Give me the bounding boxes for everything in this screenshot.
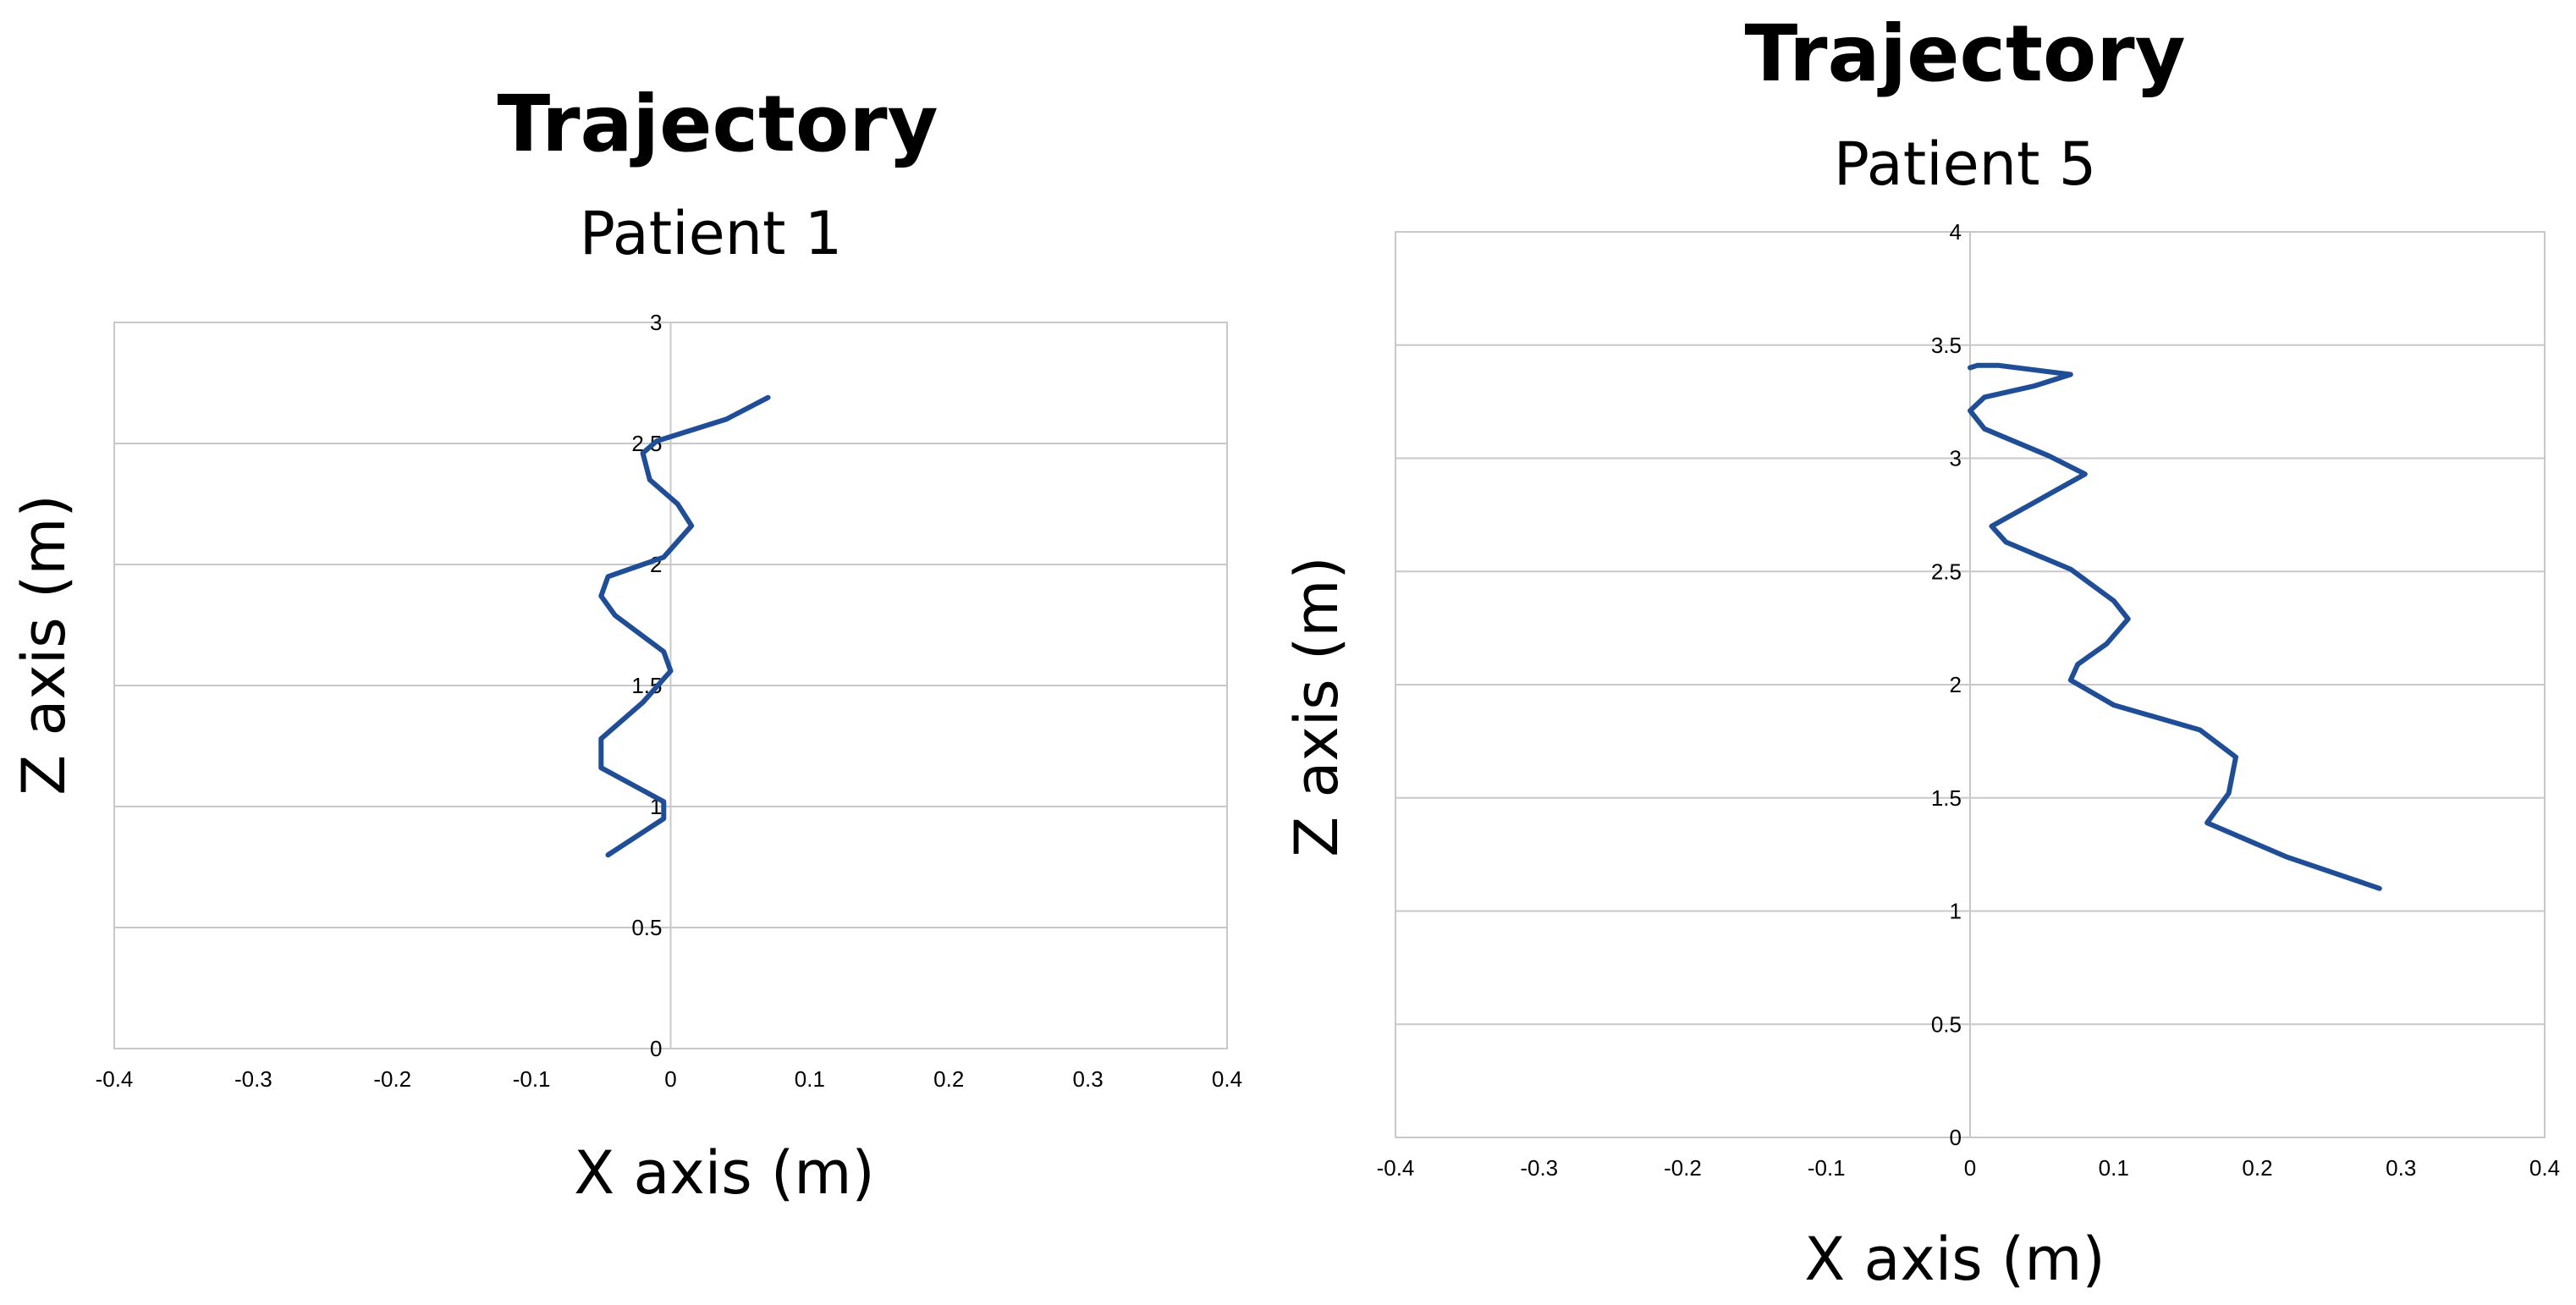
y-axis-title: Z axis (m) bbox=[1282, 556, 1351, 857]
x-tick-labels: -0.4 -0.3 -0.2 -0.1 0 0.1 0.2 0.3 0.4 bbox=[96, 1066, 1242, 1092]
data-series bbox=[1968, 362, 2382, 891]
x-tick-label: 0.2 bbox=[2242, 1155, 2272, 1181]
x-tick-label: 0.2 bbox=[933, 1066, 964, 1092]
y-tick-label: 2.5 bbox=[1931, 559, 1962, 584]
x-tick-label: -0.1 bbox=[513, 1066, 551, 1092]
x-tick-label: 0.1 bbox=[795, 1066, 825, 1092]
chart-title: Trajectory bbox=[497, 79, 938, 169]
x-tick-label: -0.2 bbox=[373, 1066, 411, 1092]
x-tick-label: -0.4 bbox=[1377, 1155, 1415, 1181]
data-series bbox=[598, 394, 771, 858]
x-tick-label: 0.3 bbox=[1073, 1066, 1104, 1092]
x-axis-title: X axis (m) bbox=[574, 1138, 875, 1208]
chart-subtitle: Patient 5 bbox=[1834, 129, 2097, 199]
y-tick-label: 2 bbox=[1950, 672, 1962, 697]
y-tick-label: 3.5 bbox=[1931, 333, 1962, 358]
y-axis-title: Z axis (m) bbox=[9, 494, 79, 796]
x-tick-labels: -0.4 -0.3 -0.2 -0.1 0 0.1 0.2 0.3 0.4 bbox=[1377, 1155, 2560, 1181]
x-axis-title: X axis (m) bbox=[1804, 1225, 2105, 1294]
y-tick-label: 0 bbox=[650, 1036, 662, 1061]
x-tick-label: 0 bbox=[1964, 1155, 1976, 1181]
trajectory-line bbox=[1968, 362, 2382, 891]
chart-patient-1: Trajectory Patient 1 -0.4 -0.3 -0.2 -0.1 0 0.… bbox=[9, 79, 1242, 1208]
chart-title: Trajectory bbox=[1744, 8, 2185, 99]
y-tick-label: 0.5 bbox=[1931, 1011, 1962, 1037]
y-tick-label: 2 bbox=[650, 552, 662, 577]
x-tick-label: -0.1 bbox=[1808, 1155, 1846, 1181]
y-tick-label: 1.5 bbox=[1931, 785, 1962, 811]
y-tick-label: 0 bbox=[1950, 1125, 1962, 1150]
y-tick-label: 3 bbox=[650, 310, 662, 335]
chart-patient-5: Trajectory Patient 5 -0.4 -0.3 -0.2 -0.1 0 0.… bbox=[1282, 8, 2560, 1294]
x-tick-label: -0.3 bbox=[234, 1066, 272, 1092]
y-tick-label: 0.5 bbox=[631, 915, 662, 940]
y-tick-label: 1 bbox=[1950, 899, 1962, 924]
gridlines bbox=[1395, 232, 2545, 1137]
chart-subtitle: Patient 1 bbox=[580, 199, 843, 268]
x-tick-label: 0.4 bbox=[1212, 1066, 1242, 1092]
gridlines bbox=[114, 322, 1227, 1049]
x-tick-label: -0.3 bbox=[1520, 1155, 1558, 1181]
x-tick-label: -0.2 bbox=[1664, 1155, 1702, 1181]
y-tick-label: 3 bbox=[1950, 446, 1962, 471]
x-tick-label: 0.3 bbox=[2386, 1155, 2416, 1181]
x-tick-label: 0 bbox=[664, 1066, 676, 1092]
x-tick-label: 0.4 bbox=[2529, 1155, 2560, 1181]
trajectory-line bbox=[598, 394, 771, 858]
x-tick-label: -0.4 bbox=[96, 1066, 134, 1092]
x-tick-label: 0.1 bbox=[2099, 1155, 2129, 1181]
y-tick-label: 4 bbox=[1950, 219, 1962, 245]
y-tick-labels: 0 0.5 1 1.5 2 2.5 3 3.5 4 bbox=[1931, 219, 1962, 1150]
